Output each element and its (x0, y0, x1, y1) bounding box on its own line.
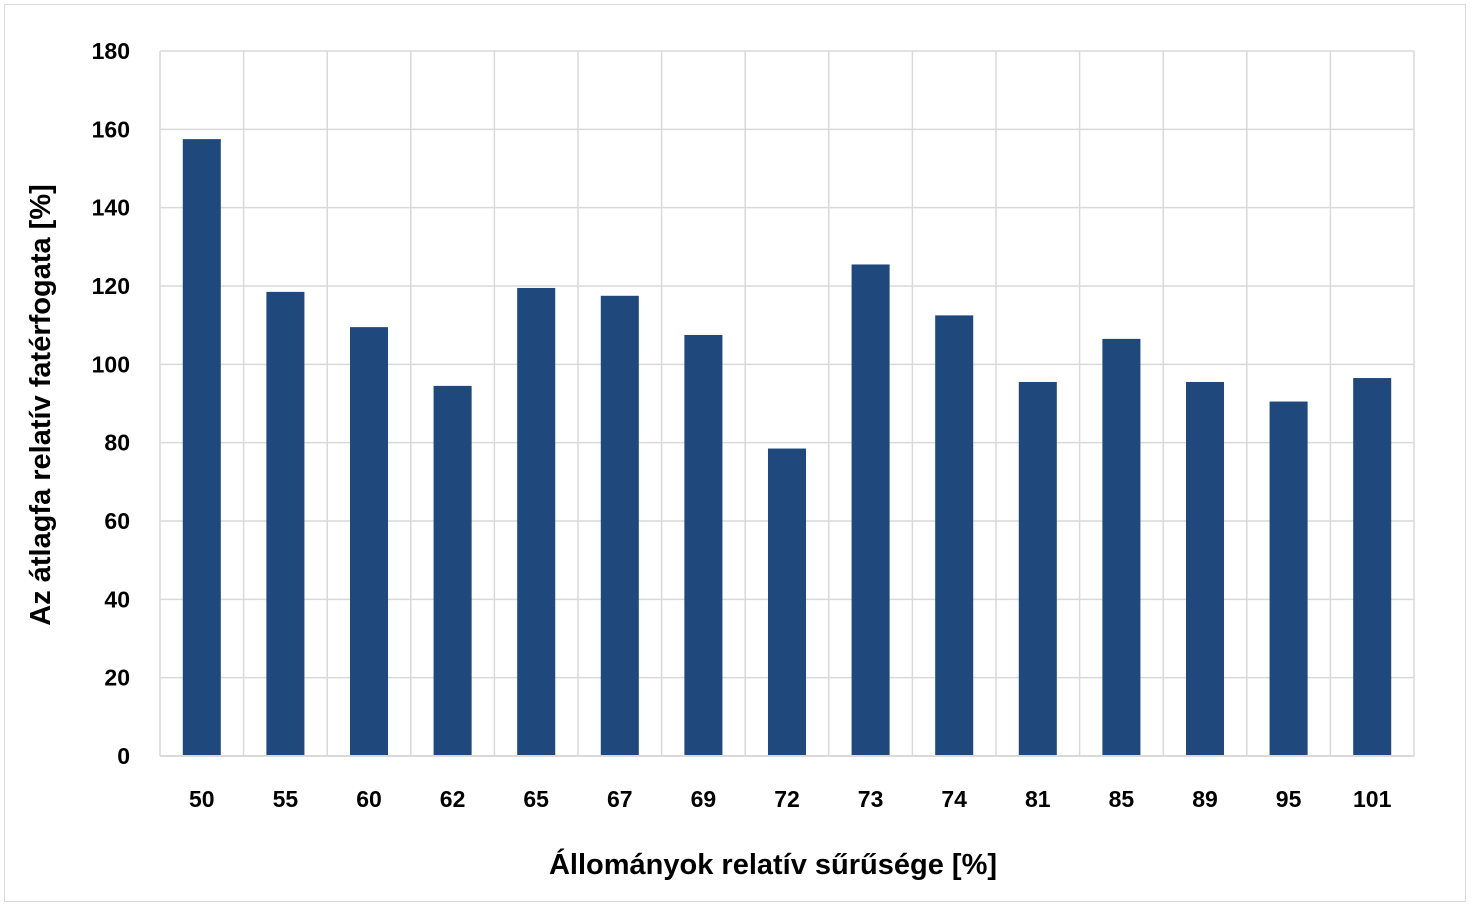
x-tick-label: 95 (1276, 786, 1302, 812)
x-tick-label: 62 (440, 786, 466, 812)
y-tick-label: 60 (104, 508, 130, 534)
bar-50 (182, 139, 221, 756)
y-tick-label: 0 (117, 743, 130, 769)
x-tick-label: 55 (273, 786, 299, 812)
bar-65 (517, 287, 556, 756)
y-tick-label: 120 (92, 273, 130, 299)
bar-85 (1102, 338, 1141, 756)
x-tick-label: 72 (774, 786, 800, 812)
x-tick-label: 65 (523, 786, 549, 812)
y-tick-label: 160 (92, 116, 130, 142)
x-tick-label: 60 (356, 786, 382, 812)
x-tick-label: 74 (941, 786, 967, 812)
y-axis-title: Az átlagfa relatív fatérfogata [%] (25, 184, 57, 626)
y-tick-label: 180 (92, 38, 130, 64)
y-tick-label: 20 (104, 665, 130, 691)
x-tick-labels: 50 55 60 62 65 67 69 72 73 74 81 85 89 95 101 (189, 786, 1392, 812)
y-tick-label: 100 (92, 351, 130, 377)
bar-72 (767, 448, 807, 756)
x-tick-label: 73 (858, 786, 884, 812)
bar-95 (1269, 401, 1308, 756)
bar-89 (1185, 381, 1225, 756)
bar-69 (684, 334, 723, 756)
x-axis-title: Állományok relatív sűrűsége [%] (549, 847, 997, 881)
x-tick-label: 81 (1025, 786, 1051, 812)
y-tick-label: 80 (104, 430, 130, 456)
bar-101 (1353, 378, 1392, 756)
x-tick-label: 69 (691, 786, 717, 812)
bar-73 (851, 264, 890, 756)
bar-60 (349, 327, 389, 756)
bars-layer (160, 139, 1414, 757)
x-tick-label: 50 (189, 786, 215, 812)
x-tick-label: 89 (1192, 786, 1218, 812)
bar-81 (1018, 381, 1057, 756)
x-tick-label: 85 (1109, 786, 1135, 812)
bar-55 (266, 291, 305, 756)
x-tick-label: 67 (607, 786, 633, 812)
y-tick-labels: 0 20 40 60 80 100 120 140 160 180 (92, 38, 130, 769)
bar-67 (600, 295, 639, 756)
y-tick-label: 40 (104, 586, 130, 612)
y-tick-label: 140 (92, 195, 130, 221)
bar-62 (433, 385, 472, 756)
x-tick-label: 101 (1353, 786, 1392, 812)
bar-74 (935, 315, 974, 756)
